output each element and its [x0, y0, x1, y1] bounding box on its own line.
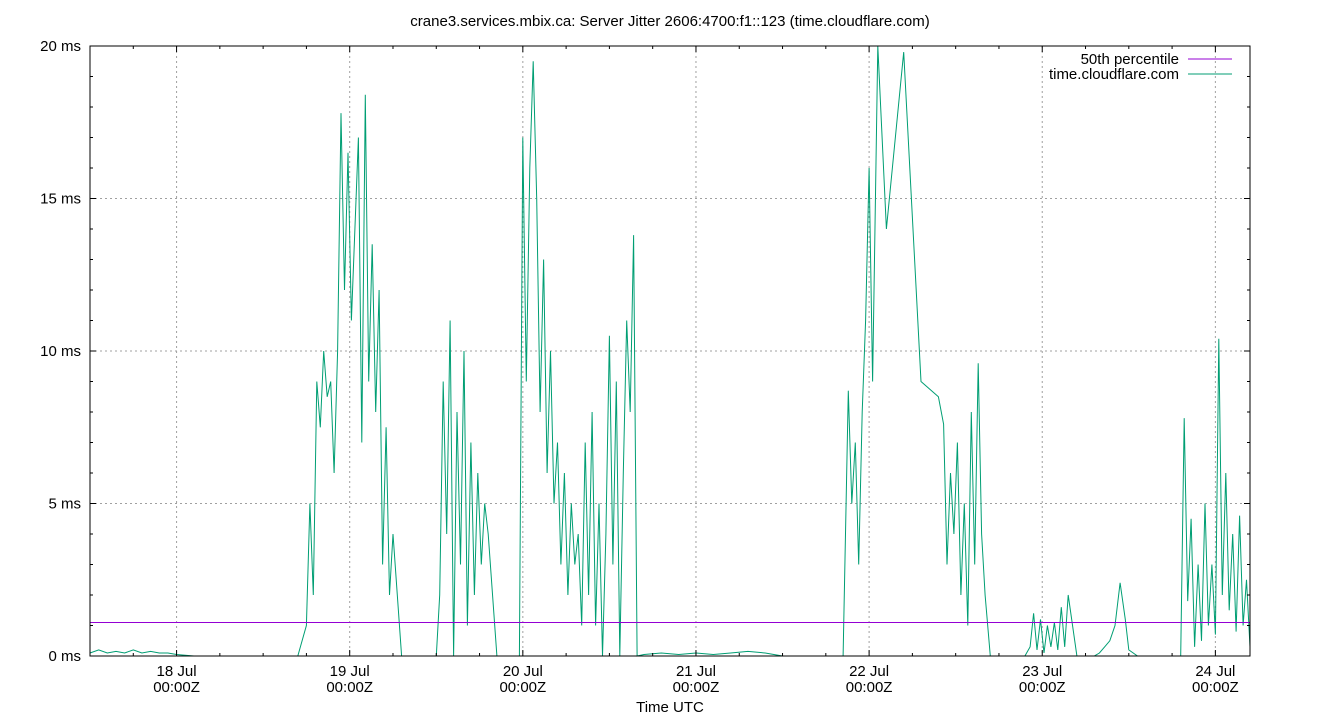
chart-title: crane3.services.mbix.ca: Server Jitter 2…: [410, 13, 929, 30]
y-tick-label: 5 ms: [48, 496, 81, 513]
x-tick-label-date: 18 Jul: [157, 663, 197, 680]
x-tick-label-date: 22 Jul: [849, 663, 889, 680]
legend-entry-label: 50th percentile: [1081, 51, 1179, 68]
axis-ticks: [89, 45, 1250, 657]
y-axis-tick-labels: 0 ms 5 ms 10 ms 15 ms 20 ms: [40, 38, 81, 665]
x-tick-label-time: 00:00Z: [846, 679, 893, 696]
x-tick-label-time: 00:00Z: [673, 679, 720, 696]
y-tick-label: 10 ms: [40, 343, 81, 360]
x-tick-label-time: 00:00Z: [153, 679, 200, 696]
x-tick-label-time: 00:00Z: [1192, 679, 1239, 696]
x-tick-label-date: 21 Jul: [676, 663, 716, 680]
x-axis-label: Time UTC: [636, 699, 704, 716]
x-tick-label-date: 20 Jul: [503, 663, 543, 680]
grid-lines: [90, 46, 1250, 656]
y-tick-label: 20 ms: [40, 38, 81, 55]
y-tick-label: 0 ms: [48, 648, 81, 665]
legend-entry-label: time.cloudflare.com: [1049, 66, 1179, 83]
x-tick-label-time: 00:00Z: [499, 679, 546, 696]
x-tick-label-date: 19 Jul: [330, 663, 370, 680]
y-tick-label: 15 ms: [40, 191, 81, 208]
x-tick-label-time: 00:00Z: [1019, 679, 1066, 696]
x-tick-label-time: 00:00Z: [326, 679, 373, 696]
x-tick-label-date: 24 Jul: [1195, 663, 1235, 680]
x-tick-label-date: 23 Jul: [1022, 663, 1062, 680]
